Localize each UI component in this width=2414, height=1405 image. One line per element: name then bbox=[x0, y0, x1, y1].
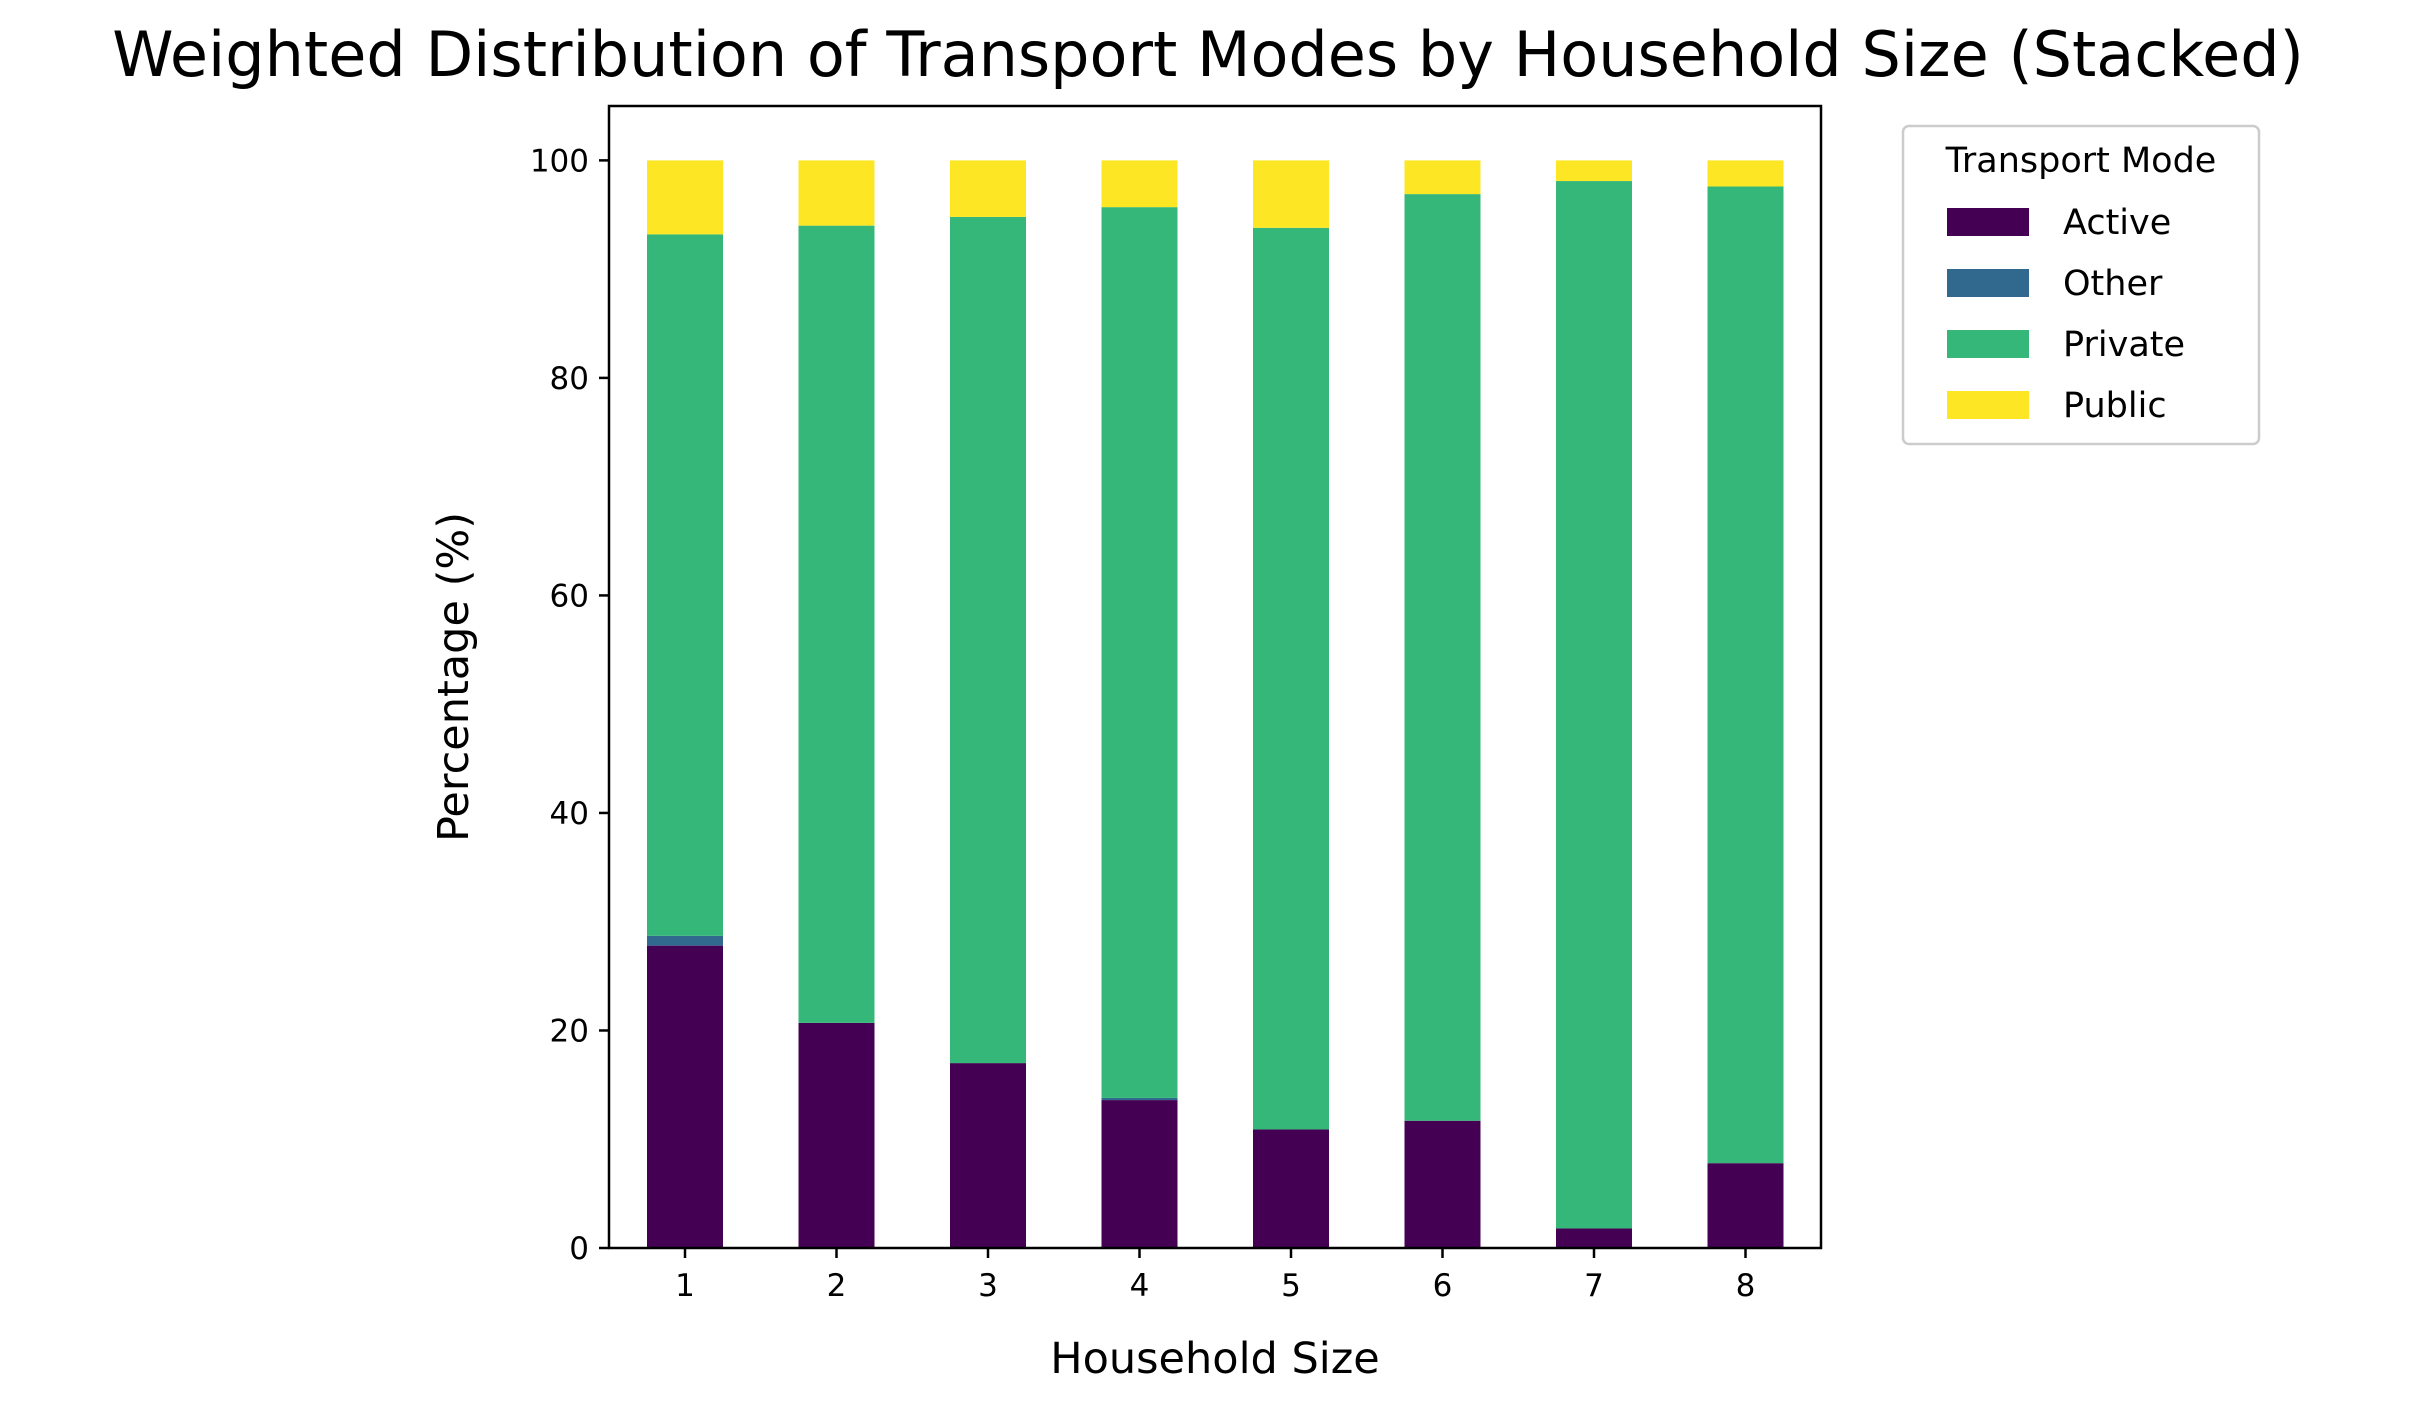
chart-title: Weighted Distribution of Transport Modes… bbox=[112, 18, 2304, 91]
bar-public-1 bbox=[647, 160, 723, 235]
bar-public-8 bbox=[1707, 160, 1784, 187]
x-axis-title: Household Size bbox=[1050, 1334, 1380, 1384]
bar-active-6 bbox=[1404, 1120, 1481, 1248]
y-tick-label: 20 bbox=[550, 1013, 589, 1049]
bar-other-4 bbox=[1101, 1097, 1178, 1101]
bar-public-7 bbox=[1556, 160, 1632, 182]
legend-label-other: Other bbox=[2063, 264, 2163, 304]
y-tick-label: 100 bbox=[530, 143, 589, 179]
bars bbox=[647, 160, 1784, 1248]
plot-frame bbox=[607, 104, 1823, 1250]
legend-swatch-public bbox=[1947, 391, 2029, 419]
bar-active-4 bbox=[1101, 1100, 1178, 1248]
legend-swatch-private bbox=[1947, 330, 2029, 358]
bar-private-7 bbox=[1556, 181, 1632, 1229]
legend-label-active: Active bbox=[2063, 203, 2171, 243]
legend-swatch-other bbox=[1947, 269, 2029, 297]
bar-public-6 bbox=[1404, 160, 1481, 195]
x-tick-label: 3 bbox=[978, 1268, 998, 1304]
bar-public-4 bbox=[1101, 160, 1178, 208]
bar-active-5 bbox=[1253, 1129, 1329, 1248]
bar-active-7 bbox=[1556, 1228, 1632, 1248]
x-tick-label: 7 bbox=[1584, 1268, 1604, 1304]
bar-private-8 bbox=[1707, 186, 1784, 1164]
bar-private-2 bbox=[798, 225, 875, 1023]
bar-active-2 bbox=[798, 1022, 875, 1248]
x-tick-label: 6 bbox=[1433, 1268, 1453, 1304]
bar-private-6 bbox=[1404, 194, 1481, 1121]
y-axis-title: Percentage (%) bbox=[429, 512, 479, 842]
bar-private-4 bbox=[1101, 207, 1178, 1098]
y-tick-label: 40 bbox=[550, 796, 589, 832]
y-tick-label: 60 bbox=[550, 578, 589, 614]
y-axis: 0 20 40 60 80 100 bbox=[530, 143, 609, 1267]
bar-public-3 bbox=[950, 160, 1026, 217]
x-tick-label: 5 bbox=[1281, 1268, 1301, 1304]
bar-active-1 bbox=[647, 945, 723, 1248]
legend-label-public: Public bbox=[2063, 386, 2167, 426]
y-tick-label: 0 bbox=[569, 1231, 589, 1267]
bar-public-2 bbox=[798, 160, 875, 226]
bar-active-8 bbox=[1707, 1163, 1784, 1248]
y-tick-label: 80 bbox=[550, 361, 589, 397]
bar-active-3 bbox=[950, 1063, 1026, 1248]
x-tick-label: 8 bbox=[1736, 1268, 1756, 1304]
bar-public-5 bbox=[1253, 160, 1329, 228]
x-tick-label: 1 bbox=[675, 1268, 695, 1304]
axes bbox=[607, 104, 1823, 1250]
legend-frame bbox=[1901, 124, 2261, 446]
x-tick-label: 4 bbox=[1130, 1268, 1150, 1304]
bar-private-5 bbox=[1253, 227, 1329, 1130]
legend-label-private: Private bbox=[2063, 325, 2185, 365]
bar-private-1 bbox=[647, 234, 723, 936]
legend: Transport Mode Active Other Private Public bbox=[1901, 124, 2261, 446]
x-axis: 1 2 3 4 5 6 7 8 bbox=[675, 1248, 1755, 1304]
bar-private-3 bbox=[950, 216, 1026, 1064]
legend-swatch-active bbox=[1947, 208, 2029, 236]
x-tick-label: 2 bbox=[827, 1268, 847, 1304]
legend-title: Transport Mode bbox=[1945, 141, 2217, 181]
bar-other-1 bbox=[647, 935, 723, 946]
